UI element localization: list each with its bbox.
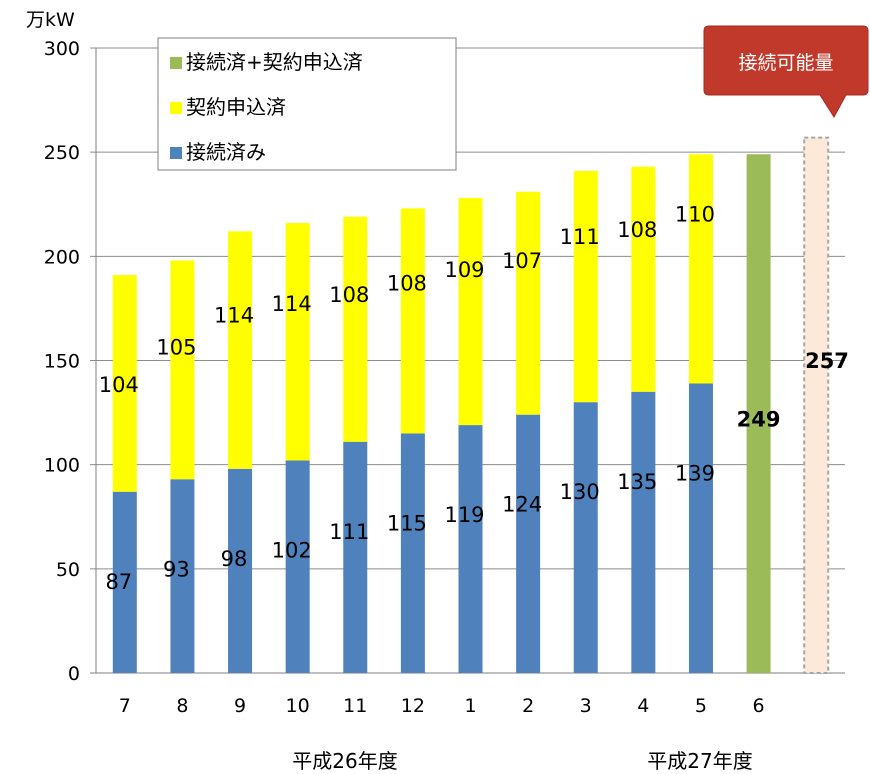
- bar-contracted: [228, 231, 253, 469]
- bar-connected: [285, 460, 310, 673]
- legend-swatch: [170, 102, 182, 114]
- data-label-contracted: 114: [272, 292, 312, 316]
- x-tick-label: 3: [580, 695, 592, 717]
- callout-text: 接続可能量: [738, 52, 833, 74]
- data-label-contracted: 107: [502, 249, 542, 273]
- bar-contracted: [170, 260, 195, 480]
- data-label-connected: 102: [272, 539, 312, 563]
- x-tick-label: 11: [343, 695, 367, 717]
- bar-connected: [343, 441, 368, 673]
- data-label-connected: 111: [329, 520, 369, 544]
- capacity-value-label: 257: [805, 349, 849, 373]
- bar-connected: [458, 425, 483, 673]
- data-label-connected: 135: [617, 470, 657, 494]
- legend-swatch: [170, 57, 182, 69]
- x-tick-label: 6: [753, 695, 765, 717]
- callout: 接続可能量: [703, 25, 869, 118]
- legend-box: [157, 37, 457, 171]
- data-label-contracted: 104: [99, 373, 139, 397]
- x-tick-label: 4: [637, 695, 649, 717]
- bar-contracted: [516, 191, 541, 415]
- y-unit-label: 万kW: [26, 9, 75, 31]
- x-tick-label: 1: [464, 695, 476, 717]
- y-tick-label: 300: [44, 38, 80, 60]
- bar-contracted: [688, 154, 713, 384]
- x-tick-label: 9: [234, 695, 246, 717]
- y-axis: 0 50 100 150 200 250 300: [44, 38, 97, 685]
- bar-connected: [573, 402, 598, 673]
- data-label-total: 249: [737, 407, 781, 431]
- data-label-connected: 87: [105, 570, 132, 594]
- bar-connected: [688, 383, 713, 673]
- x-tick-label: 8: [176, 695, 188, 717]
- bar-contracted: [343, 216, 368, 442]
- x-tick-label: 7: [119, 695, 131, 717]
- legend-label: 接続済+契約申込済: [186, 50, 363, 74]
- y-tick-label: 250: [44, 142, 80, 164]
- capacity-group: 257: [803, 136, 849, 675]
- y-tick-label: 100: [44, 455, 80, 477]
- data-label-connected: 93: [163, 557, 190, 581]
- x-tick-label: 5: [695, 695, 707, 717]
- legend-label: 接続済み: [186, 140, 266, 164]
- data-label-connected: 98: [221, 547, 248, 571]
- data-label-contracted: 111: [560, 225, 600, 249]
- bar-total: [746, 154, 771, 673]
- fiscal-year-label: 平成27年度: [647, 749, 752, 773]
- data-label-connected: 139: [675, 461, 715, 485]
- data-label-contracted: 110: [675, 202, 715, 226]
- bar-contracted: [631, 166, 656, 392]
- fiscal-year-label: 平成26年度: [292, 749, 397, 773]
- data-label-contracted: 105: [156, 336, 196, 360]
- bar-connected: [516, 414, 541, 673]
- y-tick-label: 150: [44, 351, 80, 373]
- data-label-contracted: 108: [387, 271, 427, 295]
- data-label-contracted: 109: [444, 258, 484, 282]
- bar-contracted: [285, 223, 310, 461]
- bar-contracted: [400, 208, 425, 434]
- bar-contracted: [573, 170, 598, 403]
- data-label-contracted: 108: [329, 283, 369, 307]
- bars: 87 104 93 105 98 114 102 114 111 108 115 108 119 109 1…: [99, 154, 781, 673]
- fiscal-year-labels: 平成26年度 平成27年度: [292, 749, 752, 773]
- bar-contracted: [458, 198, 483, 426]
- bar-contracted: [112, 275, 137, 492]
- x-tick-label: 2: [522, 695, 534, 717]
- bar-connected: [631, 391, 656, 673]
- capacity-bar: [803, 136, 830, 675]
- bar-connected: [228, 468, 253, 673]
- data-label-contracted: 108: [617, 218, 657, 242]
- y-tick-label: 0: [68, 663, 80, 685]
- bar-connected: [170, 479, 195, 673]
- legend-label: 契約申込済: [186, 95, 286, 119]
- x-axis: 7 8 9 10 11 12 1 2 3 4 5 6: [119, 695, 765, 717]
- y-tick-label: 50: [56, 559, 80, 581]
- data-label-connected: 119: [444, 503, 484, 527]
- data-label-connected: 115: [387, 511, 427, 535]
- callout-bubble: [703, 25, 869, 118]
- x-tick-label: 12: [401, 695, 425, 717]
- legend-swatch: [170, 147, 182, 159]
- x-tick-label: 10: [286, 695, 310, 717]
- bar-connected: [400, 433, 425, 673]
- data-label-connected: 130: [560, 480, 600, 504]
- y-tick-label: 200: [44, 246, 80, 268]
- data-label-connected: 124: [502, 493, 542, 517]
- bar-connected: [112, 491, 137, 673]
- data-label-contracted: 114: [214, 303, 254, 327]
